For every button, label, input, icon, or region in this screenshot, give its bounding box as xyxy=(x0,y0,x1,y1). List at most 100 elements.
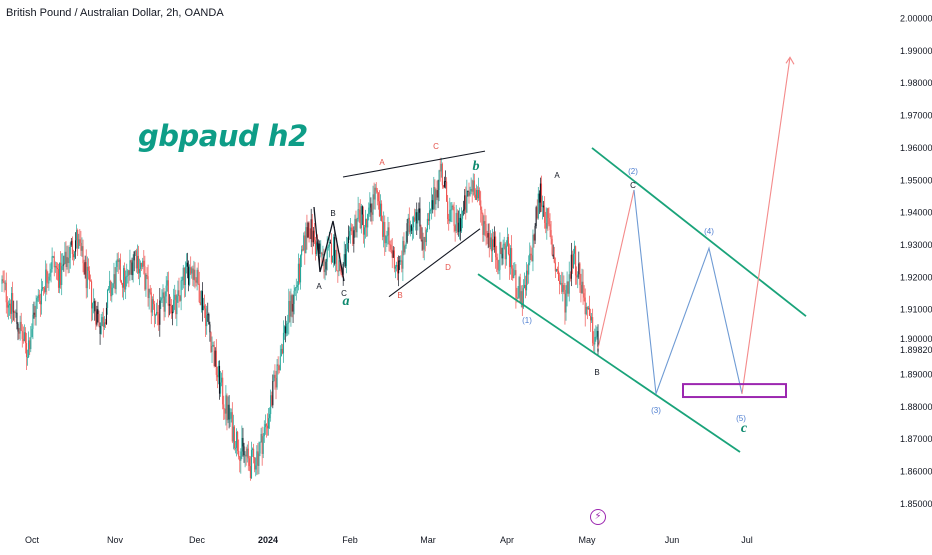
candle-body xyxy=(454,225,456,232)
candle-body xyxy=(47,282,49,284)
candle-body xyxy=(324,269,326,273)
candle-body xyxy=(140,262,142,270)
candle-body xyxy=(256,451,258,466)
candle-body xyxy=(183,267,185,286)
candle-body xyxy=(319,243,321,254)
candle-body xyxy=(81,246,83,251)
x-tick-label: Jun xyxy=(665,535,680,545)
candle-body xyxy=(373,194,375,200)
candle-body xyxy=(166,280,168,286)
candle-body xyxy=(520,291,522,304)
candle-body xyxy=(126,275,128,277)
candle-body xyxy=(209,324,211,333)
candle-body xyxy=(322,254,324,256)
candle-body xyxy=(22,338,24,342)
candle-body xyxy=(165,285,167,297)
lightning-icon[interactable]: ⚡ xyxy=(590,509,606,525)
candle-body xyxy=(526,270,528,291)
candle-body xyxy=(28,340,30,357)
candle-body xyxy=(562,285,564,292)
candle-body xyxy=(214,350,216,367)
wave-label: B xyxy=(330,209,335,218)
candle-body xyxy=(371,212,373,215)
arrowhead xyxy=(785,56,795,65)
candle-body xyxy=(212,344,214,347)
candle-body xyxy=(230,412,232,419)
candle-body xyxy=(297,263,299,286)
candle-body xyxy=(475,190,478,200)
candle-body xyxy=(252,448,254,450)
candle-body xyxy=(92,303,94,309)
x-tick-label: Mar xyxy=(420,535,436,545)
candle-body xyxy=(9,303,12,314)
candle-body xyxy=(470,189,472,192)
candle-body xyxy=(257,451,259,466)
candle-body xyxy=(44,287,46,293)
candle-body xyxy=(420,226,422,240)
candle-body xyxy=(52,256,54,258)
candle-body xyxy=(303,235,305,251)
candle-body xyxy=(326,248,328,262)
candle-body xyxy=(518,277,520,298)
candle-body xyxy=(231,412,233,442)
wave-label: (5) xyxy=(736,414,746,423)
candle-body xyxy=(408,217,410,233)
x-tick-label: Jul xyxy=(741,535,753,545)
candle-body xyxy=(192,268,194,280)
triangle-top xyxy=(342,150,486,178)
candle-body xyxy=(174,294,176,300)
candle-body xyxy=(249,466,251,479)
candle-body xyxy=(404,246,406,253)
candle-body xyxy=(267,418,270,429)
candle-body xyxy=(442,185,444,187)
candle-body xyxy=(340,271,342,274)
candle-body xyxy=(39,300,41,305)
candle-body xyxy=(546,208,548,229)
candle-body xyxy=(186,262,189,267)
candle-body xyxy=(320,252,322,254)
candle-body xyxy=(198,283,200,303)
y-tick-label: 1.89820 xyxy=(900,345,932,355)
candle-body xyxy=(108,288,110,290)
candle-body xyxy=(360,206,362,229)
candle-body xyxy=(391,249,393,258)
candle-body xyxy=(559,280,561,284)
candle-body xyxy=(14,311,16,313)
candle-body xyxy=(390,244,392,250)
candle-body xyxy=(478,190,480,199)
candle-body xyxy=(7,305,9,308)
candle-body xyxy=(32,314,34,329)
candle-body xyxy=(485,223,487,237)
candle-body xyxy=(79,239,81,243)
candle-body xyxy=(507,237,509,254)
candle-body xyxy=(327,246,329,249)
chart-note-title: gbpaud h2 xyxy=(138,119,308,153)
candle-body xyxy=(339,260,341,272)
candle-body xyxy=(145,274,147,290)
candle-body xyxy=(299,255,302,283)
candle-body xyxy=(250,449,253,479)
candle-body xyxy=(280,348,282,357)
candle-body xyxy=(588,307,591,316)
candle-body xyxy=(177,290,179,296)
candle-body xyxy=(129,260,131,275)
candle-body xyxy=(220,382,222,394)
candle-body xyxy=(387,227,389,236)
candle-body xyxy=(200,291,202,306)
upper-channel xyxy=(591,147,807,317)
y-tick-label: 1.97000 xyxy=(900,111,932,121)
candle-body xyxy=(533,234,535,241)
candle-body xyxy=(587,307,589,310)
wave-label: (2) xyxy=(628,167,638,176)
candle-body xyxy=(510,248,512,268)
candle-body xyxy=(245,454,247,457)
candle-body xyxy=(497,260,499,270)
candle-body xyxy=(289,300,291,317)
candle-body xyxy=(392,250,394,258)
candle-body xyxy=(555,268,557,272)
candle-body xyxy=(472,180,474,192)
candle-body xyxy=(78,239,80,249)
candle-body xyxy=(128,270,130,275)
